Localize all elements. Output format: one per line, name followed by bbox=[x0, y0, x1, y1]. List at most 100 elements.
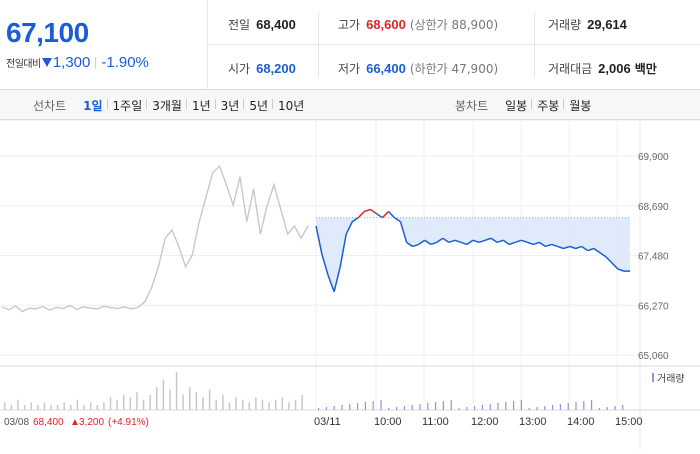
price-summary: 67,100 전일대비 1,300 -1.90% bbox=[0, 0, 208, 90]
stat-label: 전일 bbox=[228, 18, 251, 32]
tab-weekly-candle[interactable]: 주봉 bbox=[531, 97, 564, 114]
price-segment bbox=[327, 274, 335, 292]
tab-3-years[interactable]: 3년 bbox=[214, 97, 245, 114]
price-segment bbox=[430, 241, 438, 246]
volume-bar bbox=[614, 406, 616, 410]
x-tick-label: 14:00 bbox=[567, 416, 595, 428]
volume-bar bbox=[333, 406, 335, 410]
volume-bar bbox=[341, 405, 343, 410]
volume-bar bbox=[552, 405, 554, 410]
volume-bar bbox=[109, 397, 112, 410]
price-segment bbox=[387, 210, 396, 219]
price-segment bbox=[442, 237, 450, 243]
quote-header: 67,100 전일대비 1,300 -1.90% 전일 68,400 고가 68… bbox=[0, 0, 700, 90]
x-tick-label: 11:00 bbox=[422, 416, 449, 428]
intraday-chart-svg: 69,900 68,690 67,480 66,270 65,060 03/11 10:0… bbox=[0, 119, 700, 450]
volume-bar bbox=[89, 402, 92, 410]
tab-1-year[interactable]: 1년 bbox=[185, 97, 216, 114]
volume-bar bbox=[255, 397, 257, 410]
price-segment bbox=[533, 241, 540, 246]
price-segment bbox=[357, 210, 365, 219]
line-chart-tabs: 선차트 1일 1주일 3개월 1년 3년 5년 10년 bbox=[33, 90, 309, 120]
stats-divider bbox=[534, 12, 535, 78]
volume-bar bbox=[241, 399, 244, 410]
price-segment bbox=[345, 221, 353, 235]
volume-bar bbox=[442, 401, 444, 410]
x-tick-label: 15:00 bbox=[615, 416, 643, 428]
x-tick-label: 03/11 bbox=[314, 416, 341, 428]
tab-5-years[interactable]: 5년 bbox=[243, 97, 273, 114]
volume-bar bbox=[513, 401, 515, 410]
candle-chart-title: 봉차트 bbox=[455, 98, 489, 113]
volume-bar bbox=[162, 379, 165, 410]
volume-bar bbox=[63, 402, 65, 410]
volume-bar bbox=[419, 404, 421, 410]
down-triangle-icon bbox=[41, 58, 52, 67]
volume-bar bbox=[202, 397, 204, 410]
volume-bar bbox=[583, 401, 585, 410]
volume-bar bbox=[396, 407, 398, 410]
volume-bar bbox=[215, 399, 217, 410]
stat-value: 29,614 bbox=[587, 17, 627, 32]
volume-bar bbox=[195, 392, 198, 410]
volume-bar bbox=[23, 404, 26, 410]
stat-label: 저가 bbox=[338, 62, 361, 76]
volume-bar bbox=[380, 400, 382, 410]
tab-1-week[interactable]: 1주일 bbox=[106, 97, 148, 114]
price-segment bbox=[563, 245, 570, 250]
volume-bar bbox=[189, 387, 191, 410]
price-segment bbox=[508, 241, 516, 246]
prev-day-close: 68,400 bbox=[33, 417, 64, 428]
price-segment bbox=[436, 237, 444, 243]
volume-bar bbox=[70, 404, 72, 410]
volume-bar bbox=[505, 402, 507, 410]
volume-bar bbox=[169, 389, 171, 410]
price-segment bbox=[581, 245, 589, 252]
stat-value: 68,200 bbox=[256, 61, 296, 76]
volume-bar bbox=[37, 404, 39, 410]
price-segment bbox=[599, 252, 607, 258]
change-value: 1,300 bbox=[52, 54, 91, 71]
stat-volume: 거래량 29,614 bbox=[548, 16, 627, 33]
volume-bar bbox=[598, 408, 600, 410]
volume-bar bbox=[435, 402, 437, 410]
price-segment bbox=[557, 245, 564, 250]
candle-chart-tabs: 봉차트 일봉 주봉 월봉 bbox=[455, 90, 596, 120]
stat-amount: 거래대금 2,006 백만 bbox=[548, 60, 657, 77]
volume-bar bbox=[575, 402, 577, 410]
price-segment bbox=[478, 239, 486, 244]
change-label: 전일대비 bbox=[6, 59, 41, 70]
volume-bar bbox=[318, 408, 320, 410]
price-segment bbox=[539, 241, 546, 248]
tab-daily-candle[interactable]: 일봉 bbox=[505, 98, 528, 113]
volume-bar bbox=[274, 399, 277, 410]
price-segment bbox=[315, 225, 323, 255]
tab-3-months[interactable]: 3개월 bbox=[146, 97, 187, 114]
volume-bar bbox=[559, 404, 561, 410]
price-segment bbox=[448, 239, 456, 244]
volume-bar bbox=[175, 372, 178, 410]
price-segment bbox=[587, 247, 595, 252]
prev-day-change-pct: (+4.91%) bbox=[108, 417, 149, 428]
volume-area bbox=[4, 372, 624, 410]
stat-value: 66,400 bbox=[366, 61, 406, 76]
volume-bar bbox=[30, 402, 32, 410]
volume-bar bbox=[497, 403, 499, 410]
price-segment bbox=[333, 266, 341, 292]
current-price: 67,100 bbox=[6, 17, 89, 48]
price-segment bbox=[490, 237, 498, 243]
volume-bar bbox=[567, 403, 569, 410]
tab-1-day[interactable]: 1일 bbox=[83, 98, 103, 113]
volume-bar bbox=[474, 406, 476, 410]
stat-label: 고가 bbox=[338, 18, 361, 32]
tab-monthly-candle[interactable]: 월봉 bbox=[563, 97, 596, 114]
price-segment bbox=[545, 243, 552, 248]
chart-footer: 03/08 68,400 ▲ 3,200 (+4.91%) 거래량 bbox=[4, 373, 685, 428]
upper-limit: (상한가 88,900) bbox=[409, 18, 499, 32]
price-segment bbox=[569, 245, 576, 250]
volume-bar bbox=[149, 394, 151, 410]
volume-bar bbox=[458, 408, 460, 410]
tab-10-years[interactable]: 10년 bbox=[272, 97, 309, 114]
volume-bar bbox=[103, 402, 105, 410]
volume-bar bbox=[235, 397, 237, 410]
